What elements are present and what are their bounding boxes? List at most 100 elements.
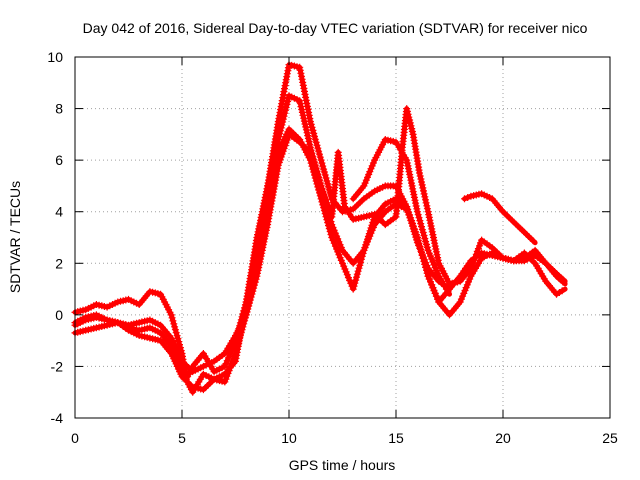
x-tick-label: 25	[602, 430, 618, 446]
data-point-marker	[422, 199, 430, 207]
data-point-marker	[413, 234, 421, 241]
data-point-marker	[276, 130, 284, 138]
data-point-marker	[311, 135, 319, 143]
data-point-marker	[423, 240, 430, 248]
y-tick-label: 4	[55, 204, 63, 220]
data-point-marker	[315, 147, 323, 155]
data-point-marker	[247, 293, 255, 301]
data-point-marker	[309, 126, 317, 134]
y-tick-label: 2	[55, 255, 63, 271]
data-point-marker	[419, 184, 427, 192]
data-point-marker	[173, 332, 181, 340]
data-point-marker	[349, 285, 357, 293]
y-tick-label: 6	[55, 152, 63, 168]
data-point-marker	[312, 138, 320, 146]
data-point-marker	[172, 329, 180, 337]
data-point-marker	[356, 261, 364, 269]
data-point-marker	[558, 287, 566, 295]
data-point-marker	[170, 320, 178, 328]
data-point-marker	[559, 275, 567, 283]
plot-frame	[74, 56, 611, 419]
x-tick-label: 10	[281, 430, 297, 446]
data-point-marker	[171, 326, 179, 334]
data-point-marker	[169, 317, 177, 325]
data-point-marker	[320, 168, 328, 176]
data-point-marker	[413, 208, 421, 216]
x-tick-label: 15	[388, 430, 404, 446]
data-point-marker	[175, 338, 183, 346]
y-tick-label: 10	[47, 49, 63, 65]
data-point-marker	[414, 237, 422, 244]
data-point-marker	[353, 270, 361, 278]
data-point-marker	[244, 305, 252, 313]
data-point-marker	[354, 267, 362, 275]
data-point-marker	[308, 123, 316, 131]
y-tick-label: -4	[51, 410, 64, 426]
series-line	[72, 62, 568, 382]
data-point-marker	[420, 257, 428, 265]
data-point-marker	[444, 288, 452, 296]
data-point-marker	[416, 169, 423, 177]
y-tick-label: 8	[55, 101, 63, 117]
data-point-marker	[326, 228, 334, 235]
data-point-marker	[314, 144, 322, 152]
data-point-marker	[243, 308, 251, 316]
data-point-marker	[357, 255, 365, 263]
series-track-f	[461, 190, 538, 246]
data-point-marker	[246, 299, 253, 307]
data-point-marker	[420, 232, 428, 239]
data-point-marker	[418, 223, 425, 231]
y-tick-label: 0	[55, 307, 63, 323]
data-point-marker	[252, 275, 260, 283]
x-tick-label: 0	[71, 430, 79, 446]
data-point-marker	[423, 243, 431, 251]
data-point-marker	[416, 217, 424, 225]
data-point-marker	[319, 162, 327, 170]
x-tick-label: 5	[178, 430, 186, 446]
series-track-e	[349, 136, 452, 297]
series-line	[72, 93, 568, 395]
y-tick-labels: -4 -2 0 2 4 6 8 10	[47, 49, 63, 426]
data-point-marker	[321, 171, 329, 179]
series-layer	[71, 61, 568, 396]
data-point-marker	[323, 216, 331, 224]
data-point-marker	[423, 266, 430, 274]
data-point-marker	[418, 248, 425, 256]
data-point-marker	[168, 314, 176, 322]
chart-title: Day 042 of 2016, Sidereal Day-to-day VTE…	[83, 20, 588, 36]
data-point-marker	[306, 140, 314, 148]
data-point-marker	[242, 311, 250, 319]
data-point-marker	[416, 172, 424, 180]
data-point-marker	[416, 242, 424, 250]
data-point-marker	[421, 260, 429, 268]
data-point-marker	[279, 115, 287, 123]
data-point-marker	[529, 237, 537, 245]
data-point-marker	[421, 193, 429, 201]
data-point-marker	[419, 229, 427, 236]
data-point-marker	[250, 281, 258, 289]
y-axis-label: SDTVAR / TECUs	[7, 181, 23, 293]
data-point-marker	[357, 258, 365, 266]
x-tick-labels: 0 5 10 15 20 25	[71, 430, 618, 446]
data-point-marker	[350, 282, 358, 290]
data-point-marker	[421, 235, 429, 242]
data-point-marker	[359, 249, 367, 257]
data-point-marker	[249, 287, 257, 295]
series-track-b	[71, 92, 568, 396]
data-point-marker	[282, 103, 290, 111]
x-tick-label: 20	[495, 430, 511, 446]
data-point-marker	[353, 273, 360, 281]
y-tick-label: -2	[51, 358, 64, 374]
axis-ticks	[74, 56, 611, 419]
data-point-marker	[307, 120, 315, 128]
data-point-marker	[316, 150, 323, 158]
data-point-marker	[464, 194, 472, 201]
data-point-marker	[320, 204, 328, 212]
data-point-marker	[325, 183, 332, 191]
data-point-marker	[176, 341, 183, 349]
data-point-marker	[322, 174, 330, 182]
data-point-marker	[327, 231, 335, 238]
data-point-marker	[246, 296, 254, 304]
data-point-marker	[461, 195, 468, 203]
